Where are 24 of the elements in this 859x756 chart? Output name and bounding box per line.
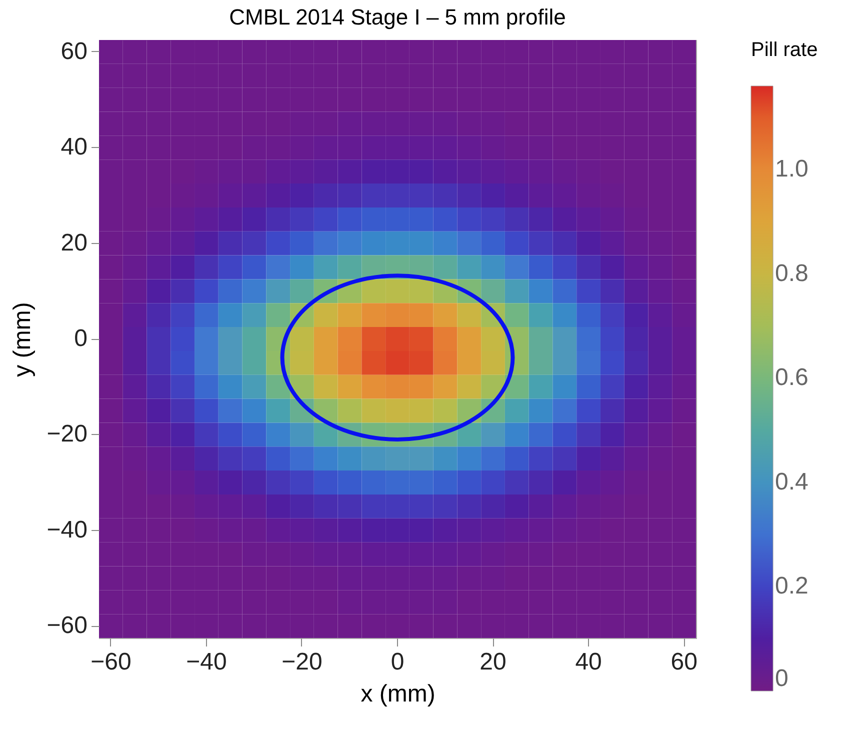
y-tick-label: 0 [74,325,88,352]
y-tick-label: 40 [60,134,88,161]
chart-title: CMBL 2014 Stage I – 5 mm profile [229,4,566,30]
y-tick-label: 20 [60,229,88,256]
y-axis-title: y (mm) [8,302,36,377]
color-bar-label: 0 [775,665,788,692]
x-tick-label: 20 [480,648,506,676]
x-tick-label: −20 [282,648,322,676]
x-tick-label: 40 [575,648,602,676]
y-tick-label: −20 [46,420,88,448]
color-bar-title: Pill rate [751,39,818,61]
color-bar-label: 0.4 [775,468,808,496]
x-tick-label: 0 [390,648,404,676]
color-bar-label: 0.8 [775,260,808,287]
x-tick-label: −60 [90,648,132,676]
color-bar-label: 1.0 [775,155,808,182]
y-tick-label: −40 [46,516,88,544]
y-tick-label: −60 [46,612,88,640]
x-axis-title: x (mm) [360,680,436,708]
x-tick-label: −40 [186,648,227,676]
y-tick-label: 60 [60,38,88,65]
color-bar-label: 0.6 [775,364,808,392]
x-tick-label: 60 [670,648,698,676]
color-bar-label: 0.2 [775,572,808,600]
